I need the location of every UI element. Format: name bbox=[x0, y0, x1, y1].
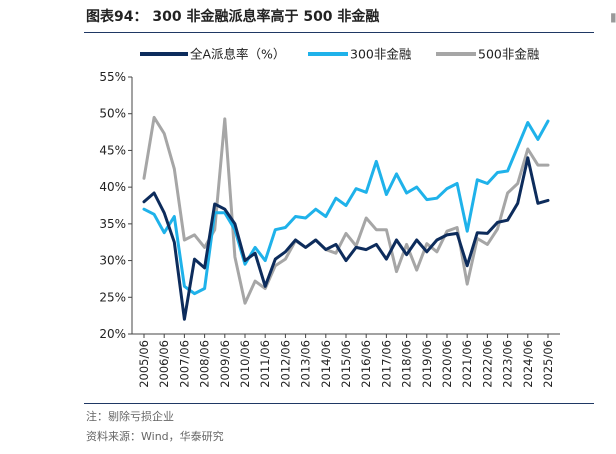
y-tick-label: 50% bbox=[99, 107, 126, 121]
x-tick-label: 2017/06 bbox=[379, 340, 393, 388]
chart-axes: 20% 25% 30% 35% 40% 45% 50% 55% 2005/06 2006/06 20… bbox=[99, 70, 560, 388]
x-tick-label: 2010/06 bbox=[238, 340, 252, 388]
y-tick-label: 55% bbox=[99, 70, 126, 84]
x-tick-label: 2014/06 bbox=[319, 340, 333, 388]
x-tick-label: 2011/06 bbox=[258, 340, 272, 388]
legend-label-1: 全A派息率（%） bbox=[190, 47, 285, 62]
series-line-1 bbox=[142, 156, 550, 321]
y-tick-label: 45% bbox=[99, 143, 126, 157]
legend-label-2: 300非金融 bbox=[350, 47, 412, 62]
edge-fragment-top: ▮ bbox=[610, 10, 616, 24]
bottom-divider bbox=[84, 403, 594, 404]
x-tick-label: 2020/06 bbox=[440, 340, 454, 388]
series-line-3 bbox=[142, 115, 550, 305]
y-tick-label: 30% bbox=[99, 254, 126, 268]
x-tick-label: 2006/06 bbox=[157, 340, 171, 388]
legend-label-3: 500非金融 bbox=[478, 47, 540, 62]
y-tick-label: 35% bbox=[99, 217, 126, 231]
x-tick-label: 2005/06 bbox=[137, 340, 151, 388]
x-tick-label: 2007/06 bbox=[177, 340, 191, 388]
line-chart: 全A派息率（%） 300非金融 500非金融 20% 25% 30% 35% 40% 45% 5… bbox=[99, 47, 560, 388]
x-tick-label: 2008/06 bbox=[198, 340, 212, 388]
series-line-2 bbox=[142, 119, 550, 296]
x-tick-label: 2012/06 bbox=[278, 340, 292, 388]
x-tick-label: 2009/06 bbox=[218, 340, 232, 388]
x-tick-label: 2024/06 bbox=[521, 340, 535, 388]
x-tick-label: 2023/06 bbox=[501, 340, 515, 388]
title-divider bbox=[84, 32, 594, 33]
x-tick-label: 2022/06 bbox=[480, 340, 494, 388]
y-tick-label: 25% bbox=[99, 290, 126, 304]
chart-legend: 全A派息率（%） 300非金融 500非金融 bbox=[140, 47, 540, 62]
y-tick-label: 20% bbox=[99, 327, 126, 341]
x-tick-label: 2018/06 bbox=[400, 340, 414, 388]
page-title: 图表94： 300 非金融派息率高于 500 非金融 bbox=[86, 9, 380, 25]
x-tick-label: 2019/06 bbox=[420, 340, 434, 388]
y-tick-label: 40% bbox=[99, 180, 126, 194]
x-tick-label: 2016/06 bbox=[359, 340, 373, 388]
x-tick-label: 2025/06 bbox=[541, 340, 555, 388]
source-note: 资料来源：Wind，华泰研究 bbox=[86, 430, 224, 443]
x-tick-label: 2021/06 bbox=[460, 340, 474, 388]
x-tick-label: 2015/06 bbox=[339, 340, 353, 388]
chart-series bbox=[142, 115, 550, 321]
footnote: 注：剔除亏损企业 bbox=[86, 410, 174, 423]
x-tick-label: 2013/06 bbox=[299, 340, 313, 388]
